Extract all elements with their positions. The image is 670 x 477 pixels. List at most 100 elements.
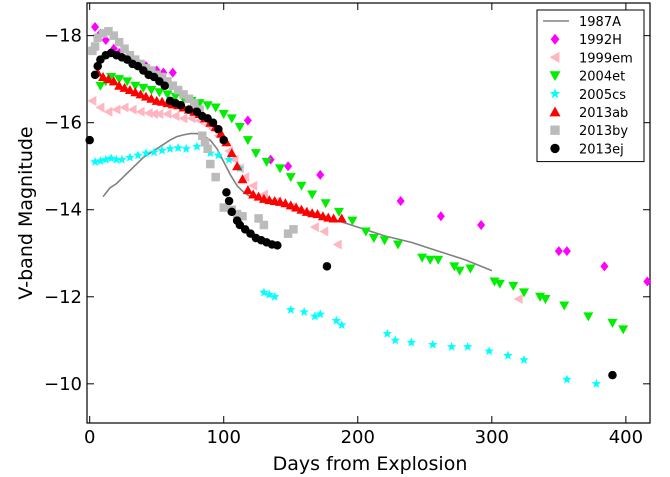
- data-point: [95, 155, 106, 166]
- data-point: [379, 236, 390, 246]
- data-point: [390, 335, 401, 345]
- data-point: [259, 287, 269, 297]
- legend: 1987A 1992H 1999em 2004et 2005cs 2013ab 2013by…: [536, 9, 645, 163]
- data-point: [87, 95, 97, 106]
- data-point: [117, 154, 127, 164]
- data-point: [285, 200, 296, 210]
- legend-swatch: [549, 106, 561, 117]
- data-point: [242, 136, 253, 146]
- data-point: [591, 378, 602, 388]
- data-point: [106, 153, 116, 163]
- data-point: [234, 123, 245, 133]
- data-point: [336, 320, 347, 330]
- data-point: [283, 229, 293, 238]
- data-point: [253, 191, 264, 201]
- data-point: [125, 152, 135, 162]
- data-point: [503, 350, 513, 360]
- data-point: [203, 144, 212, 154]
- y-tick-label: −12: [44, 287, 82, 308]
- data-point: [229, 154, 239, 165]
- data-point: [147, 66, 156, 75]
- data-point: [396, 196, 405, 207]
- data-point: [141, 148, 151, 158]
- data-point: [336, 213, 347, 223]
- data-point: [200, 138, 210, 147]
- data-point: [643, 276, 652, 287]
- data-point: [157, 72, 167, 82]
- data-point: [93, 33, 102, 43]
- data-point: [347, 216, 358, 226]
- data-point: [232, 209, 242, 219]
- data-point: [559, 301, 570, 311]
- data-point: [218, 109, 229, 119]
- x-tick-label: 300: [475, 427, 509, 448]
- data-point: [238, 212, 247, 221]
- data-point: [165, 143, 175, 153]
- data-point: [322, 262, 332, 271]
- data-point: [125, 50, 135, 60]
- legend-entry: 2013ab: [549, 106, 628, 121]
- data-point: [227, 207, 237, 217]
- data-point: [211, 172, 220, 182]
- data-point: [406, 337, 417, 347]
- legend-label: 2013ab: [579, 106, 628, 121]
- data-point: [284, 161, 293, 172]
- data-point: [208, 118, 218, 127]
- data-point: [162, 108, 172, 119]
- data-point: [331, 315, 342, 325]
- data-point: [259, 220, 269, 230]
- data-point: [176, 101, 186, 110]
- data-point: [310, 311, 320, 321]
- legend-label: 2013ej: [579, 142, 624, 157]
- x-tick-label: 200: [341, 427, 375, 448]
- data-point: [425, 255, 436, 265]
- data-point: [192, 141, 202, 151]
- data-point: [291, 202, 302, 212]
- data-point: [248, 189, 259, 199]
- data-point: [296, 204, 307, 214]
- series-layer: [85, 21, 652, 388]
- data-point: [554, 246, 563, 257]
- data-point: [240, 172, 250, 183]
- data-point: [562, 246, 571, 257]
- series-2013by: [88, 27, 298, 238]
- data-point: [519, 354, 529, 364]
- data-point: [269, 291, 280, 301]
- legend-label: 1992H: [579, 33, 622, 48]
- legend-swatch: [549, 51, 560, 63]
- data-point: [285, 173, 296, 183]
- data-point: [243, 115, 252, 126]
- data-point: [280, 198, 291, 208]
- data-point: [95, 102, 105, 113]
- data-point: [202, 101, 213, 111]
- data-point: [133, 150, 143, 160]
- data-point: [168, 67, 177, 78]
- data-point: [286, 304, 296, 314]
- data-point: [296, 181, 307, 191]
- x-tick-label: 0: [84, 427, 95, 448]
- data-point: [360, 227, 371, 237]
- data-point: [518, 288, 529, 298]
- data-point: [122, 77, 133, 87]
- x-tick-label: 100: [207, 427, 241, 448]
- data-point: [149, 147, 159, 157]
- data-point: [508, 281, 519, 291]
- x-tick-label: 400: [609, 427, 643, 448]
- data-point: [184, 94, 194, 104]
- data-point: [160, 81, 169, 90]
- legend-swatch: [550, 33, 560, 45]
- data-point: [90, 70, 100, 80]
- data-point: [454, 266, 465, 276]
- data-point: [258, 189, 268, 200]
- data-point: [124, 85, 135, 95]
- data-point: [494, 279, 505, 289]
- data-point: [198, 131, 207, 140]
- legend-swatch: [549, 88, 561, 99]
- data-point: [254, 214, 263, 223]
- data-point: [449, 262, 460, 272]
- legend-entry: 1992H: [550, 33, 622, 48]
- data-point: [226, 114, 237, 124]
- data-point: [319, 226, 329, 237]
- legend-entry: 2005cs: [549, 88, 626, 103]
- data-point: [143, 108, 153, 119]
